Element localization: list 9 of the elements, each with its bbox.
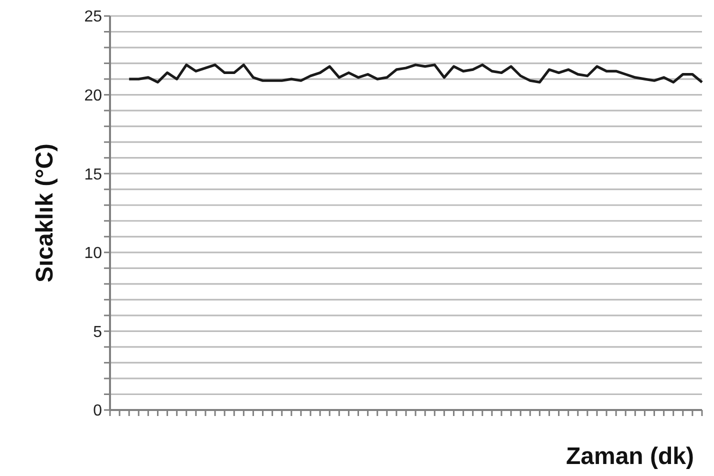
- y-tick-label: 5: [93, 324, 102, 341]
- y-tick-label: 15: [84, 166, 102, 184]
- x-axis-title: Zaman (dk): [566, 443, 694, 470]
- y-tick-label: 0: [93, 402, 102, 420]
- line-series: [128, 64, 704, 84]
- y-tick-label: 10: [84, 245, 102, 262]
- y-tick-label: 25: [84, 8, 102, 26]
- y-tick-label: 20: [84, 87, 102, 104]
- y-axis-title: Sıcaklık (°C): [32, 144, 59, 282]
